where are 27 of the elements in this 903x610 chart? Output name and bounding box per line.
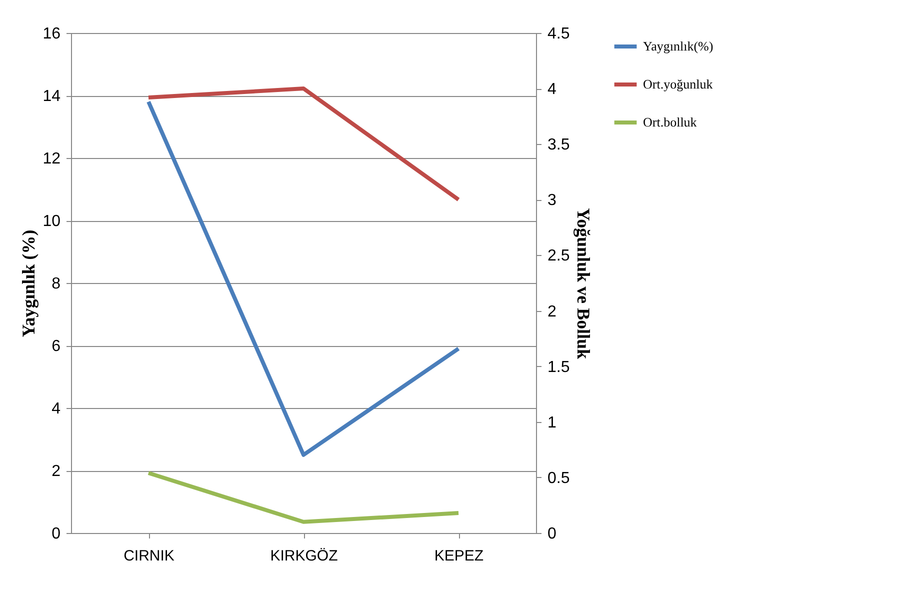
y2-tick-label: 1	[548, 414, 556, 432]
y-tick-label: 14	[42, 88, 61, 105]
y-tick-label: 0	[52, 526, 61, 542]
x-tick-label: KIRKGÖZ	[270, 548, 338, 564]
x-tick-label: CIRNIK	[124, 548, 174, 564]
y2-tick-label: 4.5	[548, 26, 570, 42]
y-tick-label: 4	[52, 400, 61, 418]
y2-tick-label: 0	[548, 526, 556, 542]
y-tick-label: 6	[52, 338, 61, 355]
y-tick-label: 2	[52, 463, 61, 480]
y2-tick-label: 3.5	[548, 136, 570, 154]
y-tick-label: 16	[42, 26, 61, 42]
y-tick-label: 8	[52, 276, 61, 292]
y2-tick-label: 3	[548, 192, 556, 210]
y-tick-label: 12	[42, 150, 61, 168]
y2-tick-label: 0.5	[548, 470, 570, 487]
legend-label: Ort.bolluk	[643, 114, 698, 130]
legend-label: Yaygınlık(%)	[643, 38, 714, 54]
y-axis-title: Yaygınlık (%)	[18, 230, 39, 338]
y2-tick-label: 2	[548, 303, 556, 320]
x-tick-label: KEPEZ	[434, 548, 484, 564]
y2-tick-label: 2.5	[548, 248, 570, 265]
y2-tick-label: 1.5	[548, 358, 570, 376]
y2-axis-title: Yoğunluk ve Bolluk	[574, 208, 594, 360]
y-tick-label: 10	[42, 213, 61, 230]
legend-label: Ort.yoğunluk	[643, 76, 714, 92]
y2-tick-label: 4	[548, 81, 556, 98]
